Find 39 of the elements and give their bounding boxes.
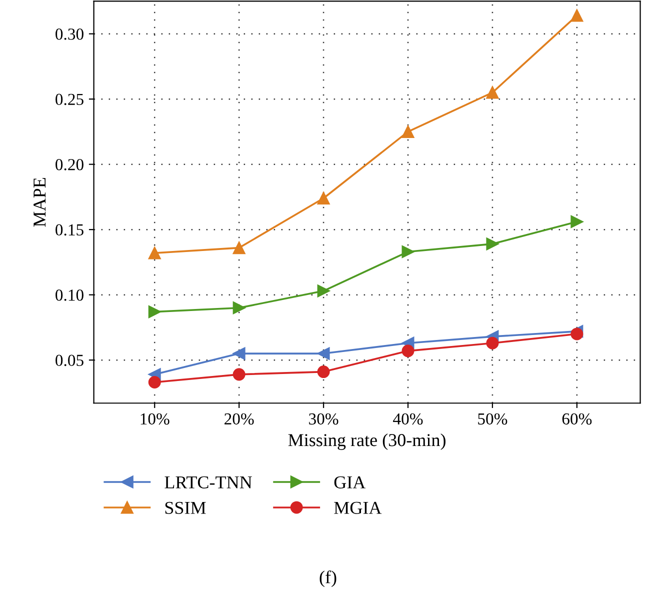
x-tick-label: 40% bbox=[393, 413, 423, 425]
point bbox=[317, 192, 330, 204]
x-tick-label: 20% bbox=[224, 413, 254, 425]
point bbox=[402, 246, 414, 258]
point bbox=[486, 336, 499, 350]
point bbox=[402, 125, 414, 138]
point bbox=[570, 328, 584, 340]
y-tick-label: 0.15 bbox=[56, 224, 84, 236]
x-tick-label: 50% bbox=[478, 413, 508, 425]
legend-label: GIA bbox=[334, 476, 366, 488]
point bbox=[232, 347, 246, 360]
point bbox=[486, 238, 499, 250]
y-tick-label: 0.20 bbox=[56, 159, 84, 170]
legend-label: MGIA bbox=[334, 502, 382, 514]
point bbox=[232, 302, 246, 314]
point bbox=[317, 284, 330, 298]
x-tick-label: 10% bbox=[140, 413, 170, 425]
legend-label: LRTC-TNN bbox=[164, 476, 252, 488]
point bbox=[570, 215, 584, 228]
point bbox=[486, 86, 499, 99]
legend-label: SSIM bbox=[165, 502, 206, 514]
x-tick-label: 30% bbox=[309, 413, 338, 425]
point bbox=[317, 366, 330, 378]
point bbox=[317, 347, 330, 360]
y-tick-label: 0.10 bbox=[56, 290, 84, 301]
y-tick-label: 0.30 bbox=[56, 28, 84, 40]
point bbox=[402, 344, 414, 358]
y-tick-label: 0.05 bbox=[56, 354, 84, 366]
point bbox=[232, 368, 246, 381]
point bbox=[148, 306, 161, 318]
point bbox=[570, 9, 584, 22]
x-tick-label: 60% bbox=[562, 413, 592, 425]
y-axis-title: MAPE bbox=[34, 178, 46, 227]
x-axis-title: Missing rate (30-min) bbox=[288, 434, 446, 450]
y-tick-label: 0.25 bbox=[56, 94, 84, 106]
point bbox=[148, 376, 161, 388]
point bbox=[148, 246, 161, 260]
text: (f) bbox=[320, 570, 336, 588]
point bbox=[232, 242, 246, 254]
